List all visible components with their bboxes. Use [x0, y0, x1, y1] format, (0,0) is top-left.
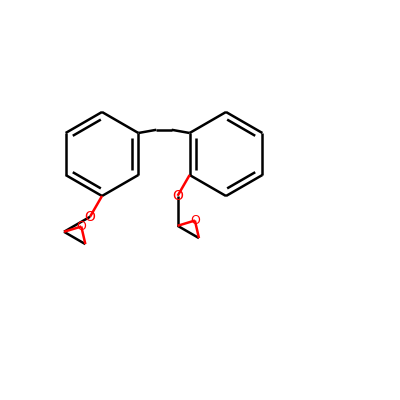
Text: O: O — [172, 189, 183, 203]
Text: O: O — [76, 220, 86, 233]
Text: O: O — [190, 214, 200, 227]
Text: O: O — [84, 210, 96, 224]
